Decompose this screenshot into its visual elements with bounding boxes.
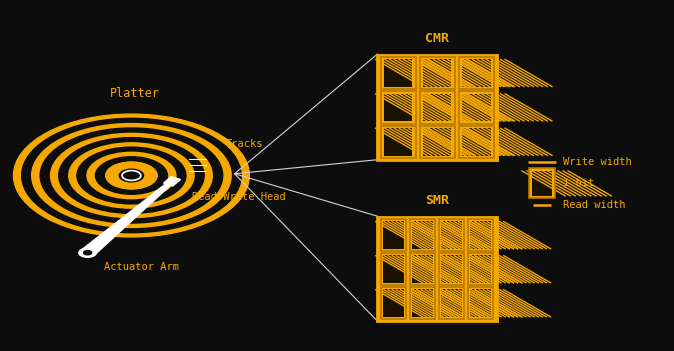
Bar <box>423 128 452 156</box>
Bar <box>381 253 406 285</box>
Bar <box>377 55 497 160</box>
Circle shape <box>13 114 249 237</box>
Circle shape <box>40 128 222 223</box>
Text: Tracks: Tracks <box>226 139 264 149</box>
Bar <box>381 91 416 124</box>
Circle shape <box>79 248 96 257</box>
Circle shape <box>77 147 186 204</box>
Bar <box>441 289 462 317</box>
Bar <box>468 287 493 319</box>
Bar <box>459 126 494 158</box>
Text: Write width: Write width <box>563 157 632 167</box>
Bar <box>459 91 494 124</box>
Bar <box>459 57 494 89</box>
Bar <box>529 168 555 198</box>
Circle shape <box>22 118 241 233</box>
Bar <box>384 59 412 87</box>
Bar <box>439 287 464 319</box>
Bar <box>381 253 406 285</box>
Circle shape <box>59 138 204 213</box>
Bar <box>410 253 435 285</box>
Circle shape <box>87 152 176 199</box>
Bar <box>381 287 406 319</box>
Circle shape <box>69 143 194 208</box>
Bar <box>423 59 452 87</box>
Bar <box>420 57 455 89</box>
Bar <box>439 219 464 251</box>
Bar <box>377 217 497 321</box>
Bar <box>459 91 494 124</box>
Bar <box>384 93 412 121</box>
Bar <box>439 253 464 285</box>
Bar <box>459 126 494 158</box>
Circle shape <box>51 133 212 218</box>
Bar <box>462 128 491 156</box>
Bar <box>381 91 416 124</box>
Bar <box>410 287 435 319</box>
Bar <box>384 221 404 249</box>
Bar <box>381 126 416 158</box>
Bar <box>529 168 555 198</box>
Bar <box>468 287 493 319</box>
Bar <box>532 171 552 196</box>
Bar <box>441 221 462 249</box>
Bar <box>381 57 416 89</box>
Circle shape <box>106 162 157 189</box>
Bar <box>439 287 464 319</box>
Bar <box>381 287 406 319</box>
Text: 1 bit: 1 bit <box>563 178 594 188</box>
Circle shape <box>119 169 144 182</box>
Bar <box>468 253 493 285</box>
Bar <box>412 255 433 283</box>
Text: Actuator Arm: Actuator Arm <box>104 262 179 272</box>
Bar <box>420 126 455 158</box>
Bar <box>410 253 435 285</box>
Bar <box>462 93 491 121</box>
Bar <box>381 219 406 251</box>
Bar <box>439 253 464 285</box>
Bar <box>381 57 416 89</box>
Polygon shape <box>81 184 171 255</box>
Bar <box>468 219 493 251</box>
Bar <box>441 255 462 283</box>
Bar <box>410 287 435 319</box>
Bar <box>459 57 494 89</box>
Bar <box>384 289 404 317</box>
Polygon shape <box>164 177 181 186</box>
Bar <box>462 59 491 87</box>
Text: CMR: CMR <box>425 32 450 45</box>
Bar <box>420 91 455 124</box>
Bar <box>412 221 433 249</box>
Bar <box>412 289 433 317</box>
Bar <box>420 91 455 124</box>
Circle shape <box>96 157 167 194</box>
Bar <box>468 219 493 251</box>
Bar <box>384 255 404 283</box>
Bar <box>420 57 455 89</box>
Bar <box>381 219 406 251</box>
Bar <box>470 255 491 283</box>
Bar <box>470 221 491 249</box>
Bar <box>381 126 416 158</box>
Bar <box>468 253 493 285</box>
Bar <box>470 289 491 317</box>
Text: Platter: Platter <box>110 87 160 100</box>
Circle shape <box>32 124 231 227</box>
Bar <box>420 126 455 158</box>
Bar <box>410 219 435 251</box>
Bar <box>410 219 435 251</box>
Text: Read/Write Head: Read/Write Head <box>192 192 286 201</box>
Text: Read width: Read width <box>563 200 625 210</box>
Bar <box>384 128 412 156</box>
Circle shape <box>84 251 92 255</box>
Bar <box>439 219 464 251</box>
Bar <box>423 93 452 121</box>
Circle shape <box>106 162 157 189</box>
Text: SMR: SMR <box>425 194 449 207</box>
